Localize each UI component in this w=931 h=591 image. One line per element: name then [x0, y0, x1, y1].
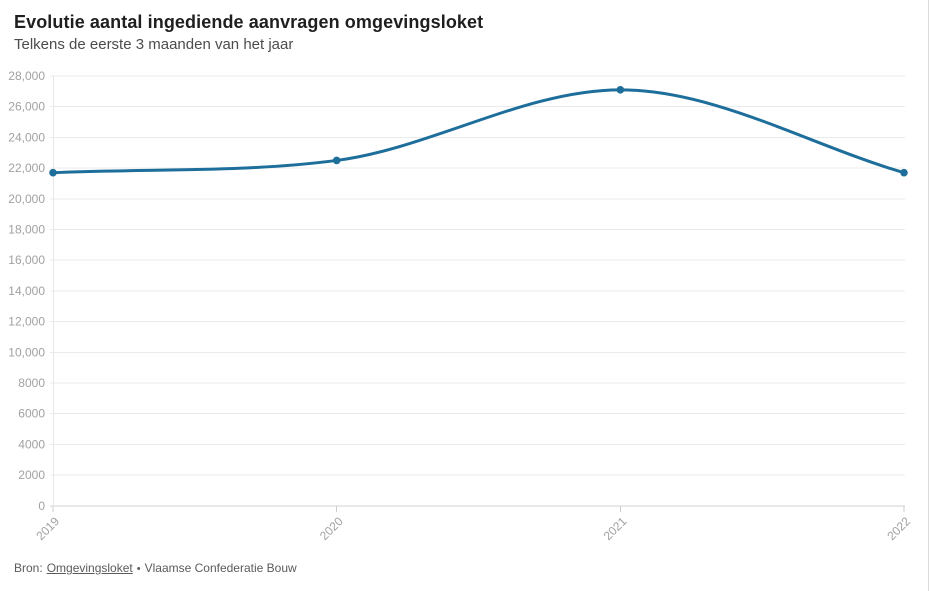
y-tick-label: 4000: [18, 437, 45, 451]
data-line: [51, 88, 906, 175]
right-edge-divider: [928, 0, 929, 591]
data-point[interactable]: [616, 86, 625, 94]
source-credit: Vlaamse Confederatie Bouw: [144, 561, 297, 575]
data-point[interactable]: [49, 168, 57, 177]
y-tick-label: 6000: [18, 407, 45, 421]
y-tick-label: 12,000: [8, 315, 45, 329]
y-tick-label: 20,000: [8, 192, 45, 206]
x-tick-label: 2022: [884, 514, 913, 543]
y-tick-label: 14,000: [8, 284, 45, 298]
y-tick-label: 24,000: [8, 130, 45, 144]
y-tick-label: 0: [38, 499, 45, 513]
data-point[interactable]: [332, 156, 341, 165]
y-tick-label: 18,000: [8, 223, 45, 237]
source-note: Bron: Omgevingsloket • Vlaamse Confedera…: [14, 561, 297, 577]
y-tick-label: 10,000: [8, 345, 45, 359]
source-label: Bron:: [14, 561, 43, 575]
y-tick-label: 2000: [18, 468, 45, 482]
x-tick-label: 2019: [33, 514, 62, 543]
y-tick-label: 22,000: [8, 161, 45, 175]
x-tick-label: 2020: [317, 514, 346, 543]
x-tick-label: 2021: [601, 514, 630, 543]
chart-header: Evolutie aantal ingediende aanvragen omg…: [14, 10, 483, 55]
y-tick-label: 28,000: [8, 69, 45, 83]
y-tick-label: 26,000: [8, 100, 45, 114]
source-link[interactable]: Omgevingsloket: [46, 561, 133, 575]
chart-title: Evolutie aantal ingediende aanvragen omg…: [14, 12, 484, 32]
y-tick-label: 16,000: [8, 253, 45, 267]
source-separator: •: [136, 563, 141, 575]
chart-subtitle: Telkens de eerste 3 maanden van het jaar: [14, 36, 294, 53]
y-tick-label: 8000: [18, 376, 45, 390]
data-point[interactable]: [900, 168, 908, 177]
